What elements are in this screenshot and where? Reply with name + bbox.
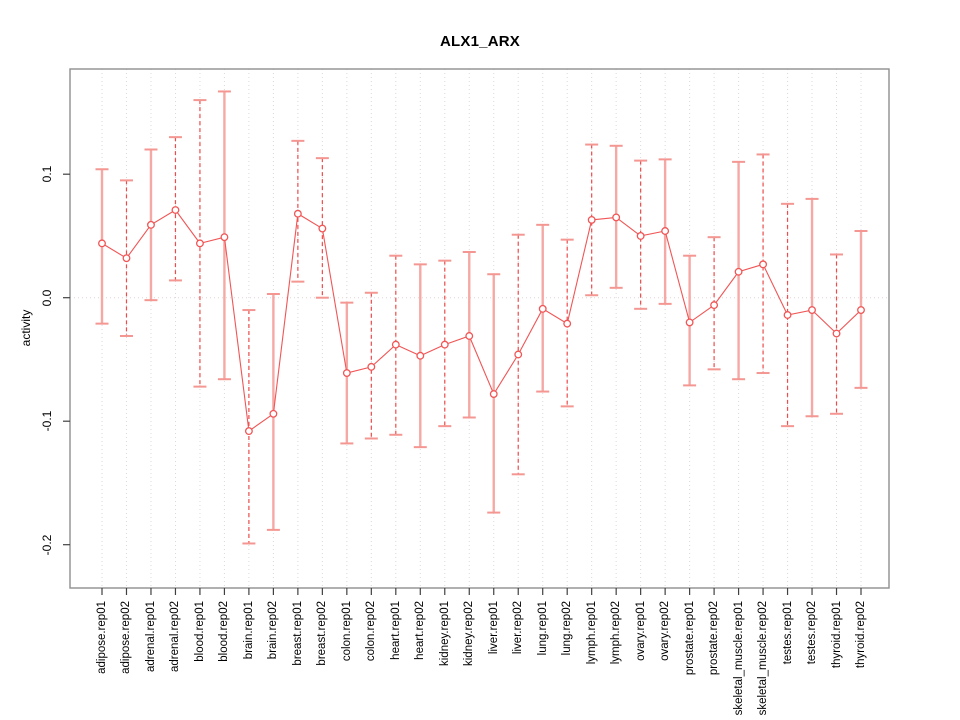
x-tick-label: ovary.rep02 bbox=[659, 601, 672, 661]
x-tick-label: lung.rep02 bbox=[561, 601, 574, 656]
data-point bbox=[318, 224, 327, 233]
data-point bbox=[171, 206, 180, 214]
x-tick-label: kidney.rep01 bbox=[438, 601, 451, 666]
x-tick-label: colon.rep01 bbox=[340, 601, 353, 662]
data-point bbox=[710, 301, 719, 310]
x-tick-label: brain.rep01 bbox=[242, 601, 255, 660]
y-tick-label: -0.1 bbox=[40, 410, 54, 432]
data-point bbox=[489, 390, 498, 398]
x-tick-label: thyroid.rep01 bbox=[830, 601, 843, 669]
x-tick-label: skeletal_muscle.rep01 bbox=[732, 601, 745, 716]
x-tick-label: lymph.rep01 bbox=[585, 601, 598, 665]
data-point bbox=[783, 311, 792, 319]
y-tick-label: 0.1 bbox=[40, 165, 54, 183]
x-tick-label: blood.rep01 bbox=[193, 601, 206, 662]
data-point bbox=[391, 340, 400, 349]
data-point bbox=[195, 239, 204, 248]
data-point bbox=[367, 362, 376, 371]
data-point bbox=[147, 220, 155, 229]
data-point bbox=[734, 267, 743, 276]
data-point bbox=[563, 319, 572, 328]
data-point bbox=[808, 306, 816, 314]
x-tick-label: heart.rep01 bbox=[389, 601, 402, 660]
x-tick-label: lymph.rep02 bbox=[610, 601, 623, 665]
x-tick-label: liver.rep02 bbox=[512, 601, 525, 655]
data-point bbox=[612, 213, 621, 222]
x-tick-label: breast.rep01 bbox=[291, 601, 304, 666]
error-bars bbox=[95, 90, 868, 545]
series-connector-line bbox=[101, 209, 862, 433]
data-point bbox=[514, 350, 523, 359]
data-point bbox=[661, 227, 670, 235]
y-tick-label: 0.0 bbox=[40, 289, 54, 307]
x-tick-label: adipose.rep01 bbox=[96, 601, 108, 674]
data-point bbox=[832, 329, 841, 338]
plot-box bbox=[69, 68, 890, 589]
x-tick-label: adrenal.rep01 bbox=[144, 601, 157, 672]
x-tick-label: skeletal_muscle.rep02 bbox=[757, 601, 770, 716]
data-point bbox=[636, 231, 645, 240]
x-tick-label: ovary.rep01 bbox=[634, 601, 647, 661]
x-tick-label: adipose.rep02 bbox=[120, 601, 133, 674]
data-point bbox=[220, 233, 229, 242]
x-tick-label: lung.rep01 bbox=[536, 601, 549, 656]
data-point bbox=[98, 239, 106, 248]
data-point bbox=[685, 318, 694, 327]
gridlines bbox=[101, 69, 862, 588]
plot-border bbox=[69, 68, 890, 589]
x-tick-label: testes.rep01 bbox=[781, 601, 794, 665]
x-tick-label: prostate.rep02 bbox=[708, 601, 721, 676]
axis-ticks bbox=[63, 173, 862, 595]
data-point bbox=[122, 254, 131, 263]
series-line bbox=[101, 209, 862, 433]
data-point bbox=[416, 351, 425, 360]
data-point bbox=[587, 215, 596, 224]
x-tick-label: heart.rep02 bbox=[414, 601, 427, 660]
data-point bbox=[538, 304, 547, 313]
data-point bbox=[244, 427, 253, 436]
x-tick-label: testes.rep02 bbox=[806, 601, 819, 665]
data-point bbox=[293, 209, 302, 218]
x-tick-label: prostate.rep01 bbox=[683, 601, 696, 676]
x-tick-label: liver.rep01 bbox=[487, 601, 500, 655]
data-point bbox=[759, 260, 768, 269]
y-tick-label: -0.2 bbox=[40, 534, 54, 556]
data-point-markers bbox=[98, 206, 865, 436]
x-tick-label: colon.rep02 bbox=[365, 601, 378, 662]
x-tick-label: adrenal.rep02 bbox=[169, 601, 182, 672]
x-tick-label: thyroid.rep02 bbox=[855, 601, 867, 669]
chart-title: ALX1_ARX bbox=[440, 33, 520, 50]
data-point bbox=[465, 332, 474, 340]
x-tick-label: blood.rep02 bbox=[218, 601, 231, 662]
data-point bbox=[269, 409, 278, 418]
x-tick-label: breast.rep02 bbox=[316, 601, 329, 666]
data-point bbox=[857, 306, 865, 314]
data-point bbox=[342, 369, 351, 377]
data-point bbox=[440, 340, 449, 349]
x-tick-label: brain.rep02 bbox=[267, 601, 280, 660]
x-tick-label: kidney.rep02 bbox=[463, 601, 476, 666]
